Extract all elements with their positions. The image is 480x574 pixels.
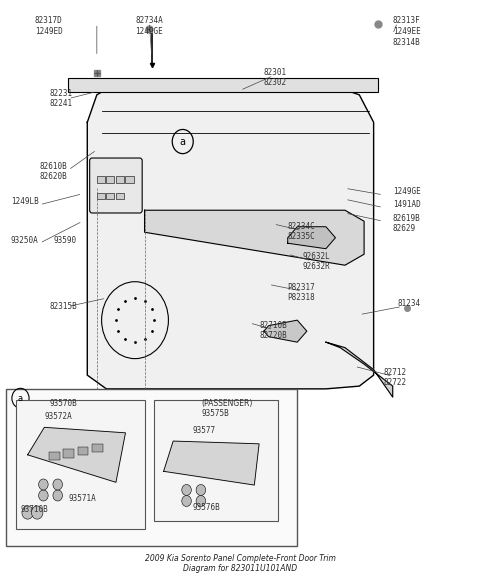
Text: P82317: P82317 bbox=[288, 282, 315, 292]
Text: 81234: 81234 bbox=[397, 299, 420, 308]
Bar bbox=[92, 444, 103, 452]
Bar bbox=[6, 389, 297, 545]
Text: 92632R: 92632R bbox=[302, 262, 330, 272]
Text: 1249LB: 1249LB bbox=[11, 197, 39, 207]
Text: 82620B: 82620B bbox=[39, 172, 67, 181]
Text: 82302: 82302 bbox=[264, 78, 287, 87]
Text: 82315B: 82315B bbox=[49, 302, 77, 311]
Text: 92632L: 92632L bbox=[302, 253, 330, 262]
Text: 82720B: 82720B bbox=[259, 331, 287, 340]
Bar bbox=[63, 449, 74, 457]
Bar bbox=[49, 452, 60, 460]
Text: a: a bbox=[18, 394, 23, 403]
Text: 82722: 82722 bbox=[383, 378, 406, 387]
Text: 93575B: 93575B bbox=[202, 409, 229, 418]
Text: 2009 Kia Sorento Panel Complete-Front Door Trim
Diagram for 823011U101AND: 2009 Kia Sorento Panel Complete-Front Do… bbox=[144, 554, 336, 573]
Text: 93710B: 93710B bbox=[21, 505, 48, 514]
Text: 82301: 82301 bbox=[264, 68, 287, 77]
Text: 1249EE: 1249EE bbox=[393, 27, 420, 36]
Polygon shape bbox=[164, 441, 259, 485]
FancyBboxPatch shape bbox=[90, 158, 142, 213]
Circle shape bbox=[53, 479, 62, 490]
Text: 93571A: 93571A bbox=[68, 494, 96, 503]
Polygon shape bbox=[326, 342, 393, 397]
Text: 82610B: 82610B bbox=[39, 162, 67, 171]
Text: 82317D: 82317D bbox=[35, 16, 62, 25]
Text: 82629: 82629 bbox=[393, 224, 416, 233]
Text: 1249ED: 1249ED bbox=[35, 27, 62, 36]
Circle shape bbox=[38, 479, 48, 490]
Bar bbox=[116, 193, 124, 199]
Text: 82313F: 82313F bbox=[393, 16, 420, 25]
Text: 82314B: 82314B bbox=[393, 38, 420, 47]
Polygon shape bbox=[87, 87, 373, 389]
Bar bbox=[97, 176, 105, 183]
Circle shape bbox=[196, 484, 205, 495]
Text: 93576B: 93576B bbox=[192, 502, 220, 511]
Text: 82241: 82241 bbox=[49, 99, 72, 108]
Circle shape bbox=[182, 495, 192, 506]
Text: P82318: P82318 bbox=[288, 293, 315, 301]
Bar bbox=[97, 193, 105, 199]
Bar bbox=[107, 193, 115, 199]
Text: 82334C: 82334C bbox=[288, 222, 315, 231]
Polygon shape bbox=[288, 227, 336, 249]
Bar bbox=[116, 176, 124, 183]
Text: 1249GE: 1249GE bbox=[393, 187, 420, 196]
Polygon shape bbox=[264, 320, 307, 342]
Bar bbox=[125, 176, 133, 183]
Bar bbox=[16, 400, 144, 529]
Text: 1249GE: 1249GE bbox=[135, 27, 163, 36]
Bar bbox=[78, 447, 88, 455]
Circle shape bbox=[32, 506, 43, 519]
Text: 82231: 82231 bbox=[49, 89, 72, 98]
Circle shape bbox=[182, 484, 192, 495]
Text: 93250A: 93250A bbox=[11, 236, 39, 245]
Circle shape bbox=[22, 506, 34, 519]
Bar bbox=[154, 400, 278, 521]
Circle shape bbox=[196, 495, 205, 506]
Text: 93590: 93590 bbox=[54, 236, 77, 245]
Text: 82335C: 82335C bbox=[288, 232, 315, 241]
Text: (PASSENGER): (PASSENGER) bbox=[202, 399, 253, 408]
Text: 82710B: 82710B bbox=[259, 321, 287, 330]
Text: 82619B: 82619B bbox=[393, 214, 420, 223]
Text: 93570B: 93570B bbox=[49, 399, 77, 408]
Bar bbox=[68, 78, 378, 92]
Text: a: a bbox=[180, 137, 186, 146]
Circle shape bbox=[53, 490, 62, 501]
Text: 93572A: 93572A bbox=[44, 412, 72, 421]
Circle shape bbox=[38, 490, 48, 501]
Text: 1491AD: 1491AD bbox=[393, 200, 420, 210]
Polygon shape bbox=[28, 427, 125, 482]
Text: 93577: 93577 bbox=[192, 425, 216, 435]
Text: 82712: 82712 bbox=[383, 368, 406, 377]
Text: 82734A: 82734A bbox=[135, 16, 163, 25]
Polygon shape bbox=[144, 210, 364, 265]
Bar bbox=[107, 176, 115, 183]
